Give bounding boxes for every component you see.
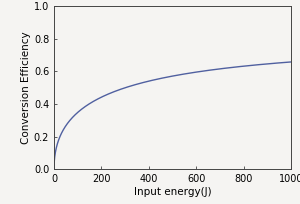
X-axis label: Input energy(J): Input energy(J) xyxy=(134,187,211,197)
Y-axis label: Conversion Efficiency: Conversion Efficiency xyxy=(21,31,31,144)
